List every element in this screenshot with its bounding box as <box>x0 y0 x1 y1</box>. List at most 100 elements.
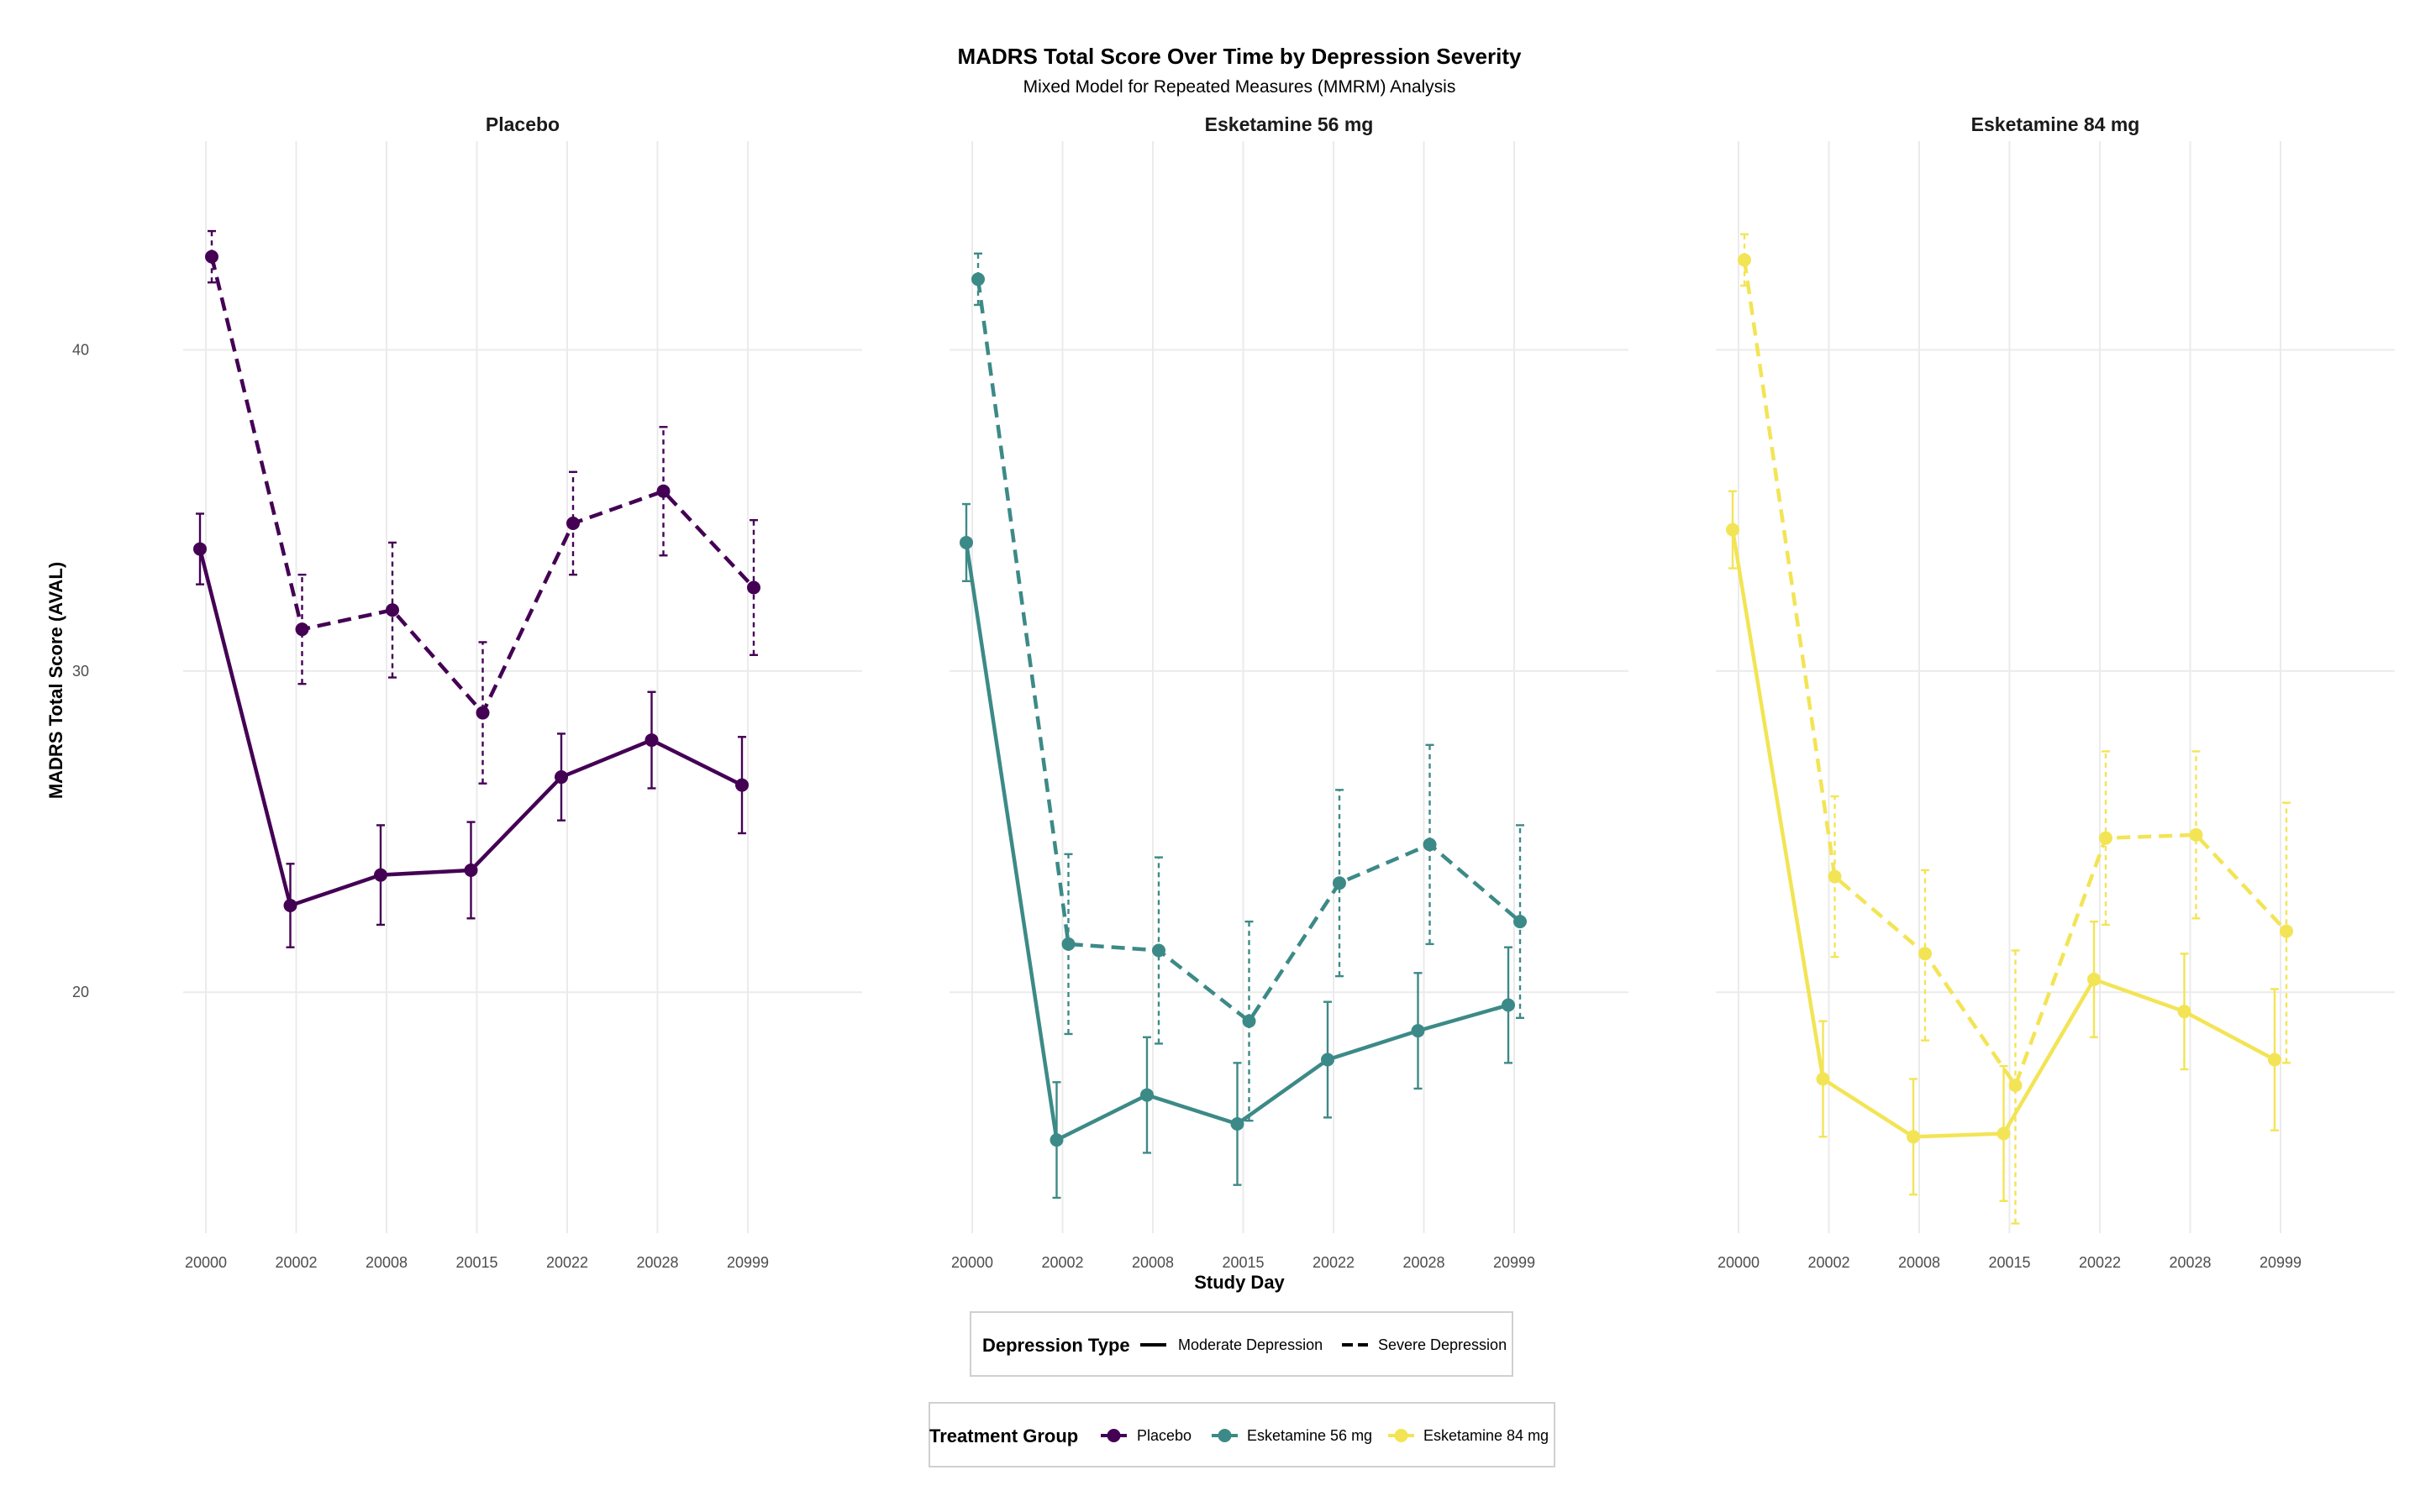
data-point <box>1502 998 1515 1012</box>
data-point <box>283 899 297 912</box>
data-point <box>464 863 478 877</box>
panel-title: Placebo <box>486 113 560 135</box>
data-point <box>2087 972 2101 986</box>
facet-panels: Placebo 20000 20002 20008 20015 20022 20028 209… <box>72 113 2395 1271</box>
data-point <box>1242 1014 1256 1028</box>
legend-label: Moderate Depression <box>1178 1336 1323 1353</box>
data-point <box>1828 869 1842 884</box>
x-tick-label: 20015 <box>1988 1254 2030 1271</box>
data-point <box>1140 1088 1154 1102</box>
data-point <box>644 733 659 748</box>
series-severe <box>205 229 760 785</box>
x-tick-label: 20000 <box>185 1254 227 1271</box>
data-point <box>374 868 387 882</box>
y-tick-label: 40 <box>72 342 89 359</box>
data-point <box>2177 1005 2191 1019</box>
data-point <box>555 770 568 785</box>
x-tick-label: 20999 <box>2260 1254 2302 1271</box>
data-point <box>971 272 985 286</box>
x-tick-label: 20015 <box>455 1254 497 1271</box>
data-point <box>2099 831 2112 845</box>
chart-title: MADRS Total Score Over Time by Depressio… <box>958 44 1522 69</box>
series-moderate <box>193 512 749 948</box>
panel-grid <box>1716 141 2395 1233</box>
panel-title: Esketamine 56 mg <box>1205 113 1374 135</box>
x-tick-label: 20022 <box>546 1254 588 1271</box>
x-tick-label: 20999 <box>1493 1254 1535 1271</box>
x-tick-label: 20008 <box>1132 1254 1174 1271</box>
x-axis-title: Study Day <box>1194 1272 1285 1293</box>
legend-label: Esketamine 84 mg <box>1423 1427 1549 1444</box>
data-point <box>2280 924 2293 938</box>
panel-title: Esketamine 84 mg <box>1971 113 2140 135</box>
data-point <box>747 580 760 595</box>
x-tick-label: 20002 <box>1807 1254 1849 1271</box>
y-axis-title: MADRS Total Score (AVAL) <box>45 562 66 799</box>
legend-label: Esketamine 56 mg <box>1247 1427 1372 1444</box>
data-point <box>1050 1133 1064 1147</box>
x-tick-label: 20002 <box>275 1254 317 1271</box>
x-tick-label: 20022 <box>1313 1254 1355 1271</box>
series-severe <box>971 252 1527 1122</box>
data-point <box>2008 1079 2023 1093</box>
legend-label: Severe Depression <box>1378 1336 1507 1353</box>
x-tick-label: 20028 <box>636 1254 678 1271</box>
panel-2: Esketamine 84 mg 20000 20002 20008 20015 2002… <box>1716 113 2395 1271</box>
depression-type-legend: Depression Type Moderate Depression Severe… <box>970 1311 1513 1377</box>
data-point <box>193 542 207 556</box>
data-point <box>1816 1072 1830 1086</box>
legend-title: Depression Type <box>982 1335 1130 1356</box>
data-point <box>960 535 973 549</box>
data-point <box>1333 876 1346 890</box>
series-moderate <box>960 502 1515 1200</box>
legend-key-point <box>1107 1429 1121 1442</box>
data-point <box>656 484 671 498</box>
treatment-group-legend: Treatment Group Placebo Esketamine 56 mg Es… <box>929 1402 1555 1467</box>
x-tick-label: 20008 <box>366 1254 408 1271</box>
data-point <box>1230 1117 1244 1131</box>
data-point <box>735 778 749 792</box>
data-point <box>1152 943 1165 958</box>
data-point <box>2189 827 2203 842</box>
x-tick-label: 20028 <box>2169 1254 2211 1271</box>
legend-key-point <box>1394 1429 1408 1442</box>
data-point <box>1918 947 1932 961</box>
x-tick-label: 20015 <box>1222 1254 1264 1271</box>
series-severe <box>1738 233 2293 1225</box>
data-point <box>566 517 580 530</box>
data-point <box>2268 1053 2281 1067</box>
legend-key-point <box>1218 1429 1232 1442</box>
data-point <box>1738 253 1751 267</box>
x-tick-label: 20008 <box>1898 1254 1940 1271</box>
panel-1: Esketamine 56 mg 20000 20002 20008 20015 2002… <box>950 113 1628 1271</box>
data-point <box>386 603 399 617</box>
data-point <box>1411 1024 1425 1038</box>
legend-label: Placebo <box>1137 1427 1192 1444</box>
data-point <box>1996 1126 2011 1141</box>
data-point <box>1423 837 1437 852</box>
x-tick-label: 20022 <box>2079 1254 2121 1271</box>
x-tick-label: 20000 <box>1718 1254 1760 1271</box>
data-point <box>1907 1130 1920 1144</box>
y-tick-label: 20 <box>72 984 89 1000</box>
data-point <box>1513 915 1527 929</box>
series-moderate <box>1726 490 2281 1202</box>
chart-subtitle: Mixed Model for Repeated Measures (MMRM)… <box>1023 77 1456 97</box>
data-point <box>1061 937 1076 951</box>
y-tick-label: 30 <box>72 663 89 680</box>
data-point <box>295 622 309 637</box>
panel-grid <box>183 141 862 1233</box>
legend-box <box>970 1311 1513 1377</box>
data-point <box>476 706 490 720</box>
series-line <box>976 279 1522 1023</box>
legend-title: Treatment Group <box>929 1425 1078 1446</box>
x-tick-label: 20999 <box>727 1254 769 1271</box>
legend-box <box>929 1402 1555 1467</box>
x-tick-label: 20028 <box>1402 1254 1444 1271</box>
data-point <box>1321 1053 1334 1067</box>
x-tick-label: 20002 <box>1041 1254 1083 1271</box>
data-point <box>1726 522 1739 537</box>
panel-grid <box>950 141 1628 1233</box>
panel-0: Placebo 20000 20002 20008 20015 20022 20028 209… <box>183 113 862 1271</box>
